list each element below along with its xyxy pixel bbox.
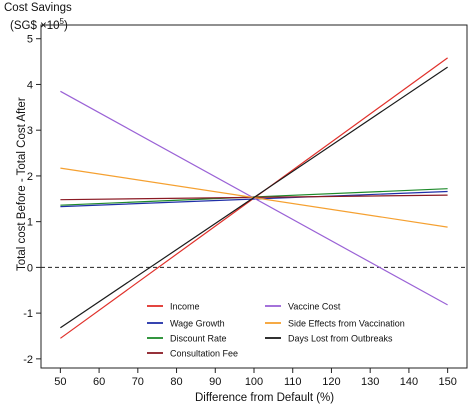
y-tick-label: 4 (27, 79, 33, 91)
chart-title-line2: (SG$ ×105) (10, 17, 68, 32)
x-tick-label: 150 (438, 376, 456, 388)
series-line (60, 190, 448, 208)
x-tick-label: 90 (209, 376, 221, 388)
x-tick-label: 140 (400, 376, 418, 388)
legend-label: Discount Rate (170, 334, 227, 344)
y-tick-label: 1 (27, 217, 33, 229)
chart-title-line1: Cost Savings (4, 2, 72, 14)
x-axis-label: Difference from Default (%) (195, 392, 335, 404)
y-tick-label: 5 (27, 34, 33, 46)
legend-label: Days Lost from Outbreaks (288, 334, 393, 344)
y-tick-label: -2 (23, 354, 33, 366)
x-tick-label: 60 (93, 376, 105, 388)
legend-label: Side Effects from Vaccination (288, 319, 405, 329)
x-tick-label: 120 (322, 376, 340, 388)
legend-label: Wage Growth (170, 319, 225, 329)
x-tick-label: 50 (54, 376, 66, 388)
x-tick-label: 70 (132, 376, 144, 388)
y-tick-label: -1 (23, 308, 33, 320)
x-tick-label: 100 (245, 376, 263, 388)
legend-label: Vaccine Cost (288, 302, 341, 312)
x-tick-label: 80 (170, 376, 182, 388)
series-line (60, 66, 448, 329)
x-tick-label: 110 (284, 376, 302, 388)
y-tick-label: 3 (27, 125, 33, 137)
legend-label: Income (170, 302, 200, 312)
chart-title-unit: (SG$ ×10 (10, 19, 60, 32)
chart-title-close: ) (64, 19, 68, 32)
x-tick-label: 130 (361, 376, 379, 388)
chart-title-exponent: 5 (59, 17, 64, 26)
legend-label: Consultation Fee (170, 349, 238, 359)
y-tick-label: 2 (27, 171, 33, 183)
y-tick-label: 0 (27, 262, 33, 274)
